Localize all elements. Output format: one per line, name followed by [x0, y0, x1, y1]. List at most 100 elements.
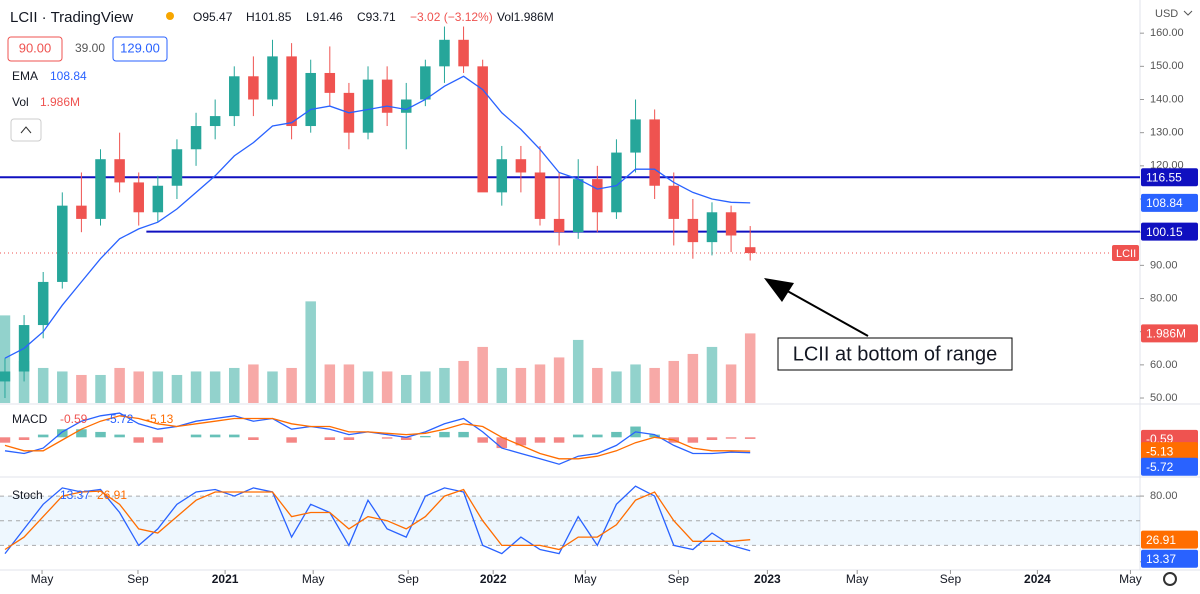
volume-bar	[400, 374, 412, 403]
x-tick-label: 2023	[754, 572, 781, 586]
buy-price[interactable]: 129.00	[120, 40, 160, 55]
currency-label[interactable]: USD	[1155, 8, 1178, 20]
macd-histogram-bar	[687, 437, 699, 443]
y-tick-label: 50.00	[1150, 392, 1178, 404]
macd-histogram-bar	[76, 429, 87, 438]
macd-tag: -5.72	[1146, 460, 1174, 474]
volume-bar	[496, 367, 508, 403]
volume-bar	[57, 371, 68, 403]
candle-body	[668, 185, 680, 219]
volume-bar	[152, 371, 164, 403]
stoch-d-tag: 26.91	[1146, 533, 1176, 547]
signal-tag: -5.13	[1146, 444, 1174, 458]
vol-legend-label: Vol	[12, 95, 29, 109]
volume-bar	[649, 367, 660, 403]
ohlc-open: O95.47	[193, 10, 233, 24]
volume-bar	[439, 367, 450, 403]
stoch-d-line	[4, 488, 751, 551]
candle-body	[400, 99, 412, 113]
candle-body	[152, 185, 164, 213]
candle-body	[592, 179, 603, 213]
settings-icon[interactable]	[1163, 572, 1177, 586]
x-tick-label: Sep	[127, 572, 149, 586]
signal-line	[4, 415, 751, 460]
macd-histogram-bar	[381, 437, 393, 439]
volume-tag-box	[1141, 324, 1198, 343]
candle-body	[37, 281, 49, 326]
x-tick-label: 2022	[480, 572, 507, 586]
candle-body	[171, 149, 183, 186]
macd-histogram-bar	[534, 437, 546, 443]
volume-bar	[114, 367, 125, 403]
candle-body	[95, 159, 106, 219]
macd-histogram-bar	[343, 437, 355, 440]
ema-line	[4, 75, 751, 359]
volume-bar	[687, 353, 699, 403]
x-tick-label: May	[302, 572, 325, 586]
y-tick-label: 150.00	[1150, 60, 1184, 72]
spread: 39.00	[75, 41, 105, 55]
macd-histogram-bar	[477, 437, 488, 443]
candle-body	[286, 56, 297, 127]
candle-body	[362, 79, 374, 133]
hline-tag: 100.15	[1146, 225, 1183, 239]
symbol-tag-box	[1112, 245, 1139, 262]
macd-histogram-bar	[439, 431, 450, 438]
volume-bar	[706, 346, 718, 403]
macd-histogram-bar	[324, 437, 336, 440]
candle-body	[229, 76, 240, 117]
annotation-box	[777, 337, 1013, 371]
volume-bar	[190, 371, 202, 403]
candle-body	[248, 76, 259, 100]
signal-tag-box	[1141, 442, 1198, 461]
volume-tag: 1.986M	[1146, 327, 1186, 341]
x-tick-label: May	[1119, 572, 1142, 586]
candle-body	[439, 39, 450, 67]
volume-bar	[362, 371, 374, 403]
x-tick-label: May	[846, 572, 869, 586]
candle-body	[553, 218, 565, 233]
candle-body	[114, 159, 125, 183]
macd-histogram-bar	[133, 437, 144, 443]
ema-legend-label: EMA	[12, 69, 38, 83]
annotation-text: LCII at bottom of range	[793, 343, 998, 365]
stoch-k-tag: 13.37	[1146, 552, 1176, 566]
candle-body	[687, 218, 699, 243]
x-tick-label: Sep	[668, 572, 690, 586]
macd-tag-box	[1141, 457, 1198, 476]
candle-body	[458, 39, 469, 67]
stoch-legend-k: 13.37	[60, 488, 90, 502]
macd-histogram-bar	[286, 437, 297, 443]
y-tick-label: 90.00	[1150, 259, 1178, 271]
sell-button[interactable]	[7, 36, 63, 62]
candle-body	[649, 119, 660, 186]
candle-body	[324, 72, 336, 93]
collapse-button[interactable]	[10, 118, 42, 142]
macd-histogram-bar	[57, 429, 68, 438]
x-tick-label: 2021	[212, 572, 239, 586]
sell-price[interactable]: 90.00	[19, 40, 52, 55]
volume-bar	[76, 374, 87, 403]
currency-dropdown[interactable]	[1183, 10, 1193, 16]
candle-body	[496, 159, 508, 193]
macd-histogram-bar	[706, 437, 718, 440]
volume-bar	[630, 364, 641, 403]
candle-body	[611, 152, 622, 213]
macd-histogram-bar	[18, 437, 30, 440]
macd-histogram-bar	[114, 434, 125, 438]
stoch-legend-label: Stoch	[12, 488, 43, 502]
buy-button[interactable]	[112, 36, 168, 62]
stoch-legend-d: 26.91	[97, 488, 127, 502]
macd-legend-label: MACD	[12, 412, 48, 426]
candle-body	[381, 79, 393, 113]
macd-histogram-bar	[95, 431, 106, 438]
macd-histogram-bar	[592, 434, 603, 438]
stoch-d-tag-box	[1141, 530, 1198, 549]
volume-bar	[37, 367, 49, 403]
ohlc-low: L91.46	[306, 10, 343, 24]
collapse-icon[interactable]	[20, 126, 32, 134]
macd-histogram-bar	[496, 437, 508, 449]
macd-histogram-bar	[515, 437, 527, 446]
candle-body	[744, 247, 756, 254]
